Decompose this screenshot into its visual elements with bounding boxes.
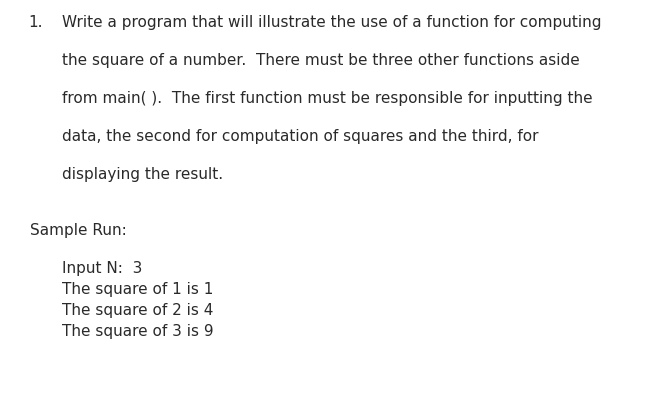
Text: The square of 2 is 4: The square of 2 is 4: [62, 303, 213, 318]
Text: Input N:  3: Input N: 3: [62, 261, 142, 276]
Text: from main( ).  The first function must be responsible for inputting the: from main( ). The first function must be…: [62, 91, 592, 106]
Text: the square of a number.  There must be three other functions aside: the square of a number. There must be th…: [62, 53, 580, 68]
Text: Sample Run:: Sample Run:: [30, 223, 127, 238]
Text: data, the second for computation of squares and the third, for: data, the second for computation of squa…: [62, 129, 538, 144]
Text: The square of 3 is 9: The square of 3 is 9: [62, 324, 213, 339]
Text: The square of 1 is 1: The square of 1 is 1: [62, 282, 213, 297]
Text: 1.: 1.: [28, 15, 43, 30]
Text: displaying the result.: displaying the result.: [62, 167, 223, 182]
Text: Write a program that will illustrate the use of a function for computing: Write a program that will illustrate the…: [62, 15, 602, 30]
